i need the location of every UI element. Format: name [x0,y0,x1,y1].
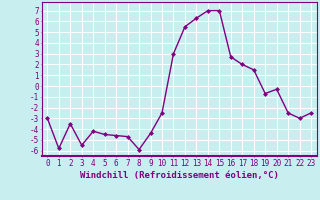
X-axis label: Windchill (Refroidissement éolien,°C): Windchill (Refroidissement éolien,°C) [80,171,279,180]
